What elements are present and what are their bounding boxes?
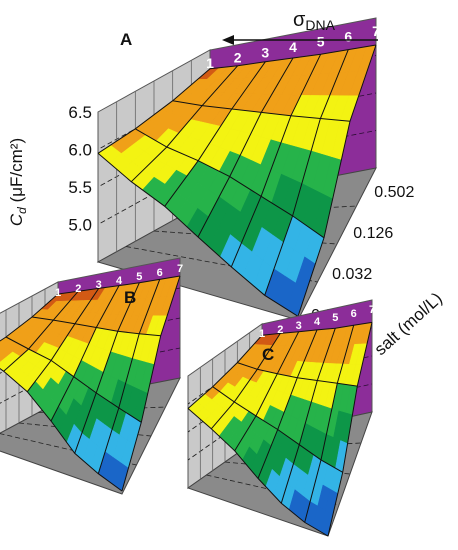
z-tick-label: 5.5 bbox=[68, 178, 92, 197]
svg-text:salt (mol/L): salt (mol/L) bbox=[371, 289, 446, 359]
x-tick-label: 2 bbox=[277, 324, 283, 336]
x-tick-label: 2 bbox=[75, 283, 81, 295]
y-tick-label: 0.126 bbox=[353, 225, 393, 242]
x-tick-label: 1 bbox=[259, 328, 265, 340]
z-tick-label: 6.5 bbox=[68, 103, 92, 122]
x-axis-label: σDNA bbox=[293, 9, 336, 33]
x-tick-label: 6 bbox=[157, 267, 163, 279]
y-axis-label: salt (mol/L) bbox=[371, 289, 446, 359]
x-tick-label: 4 bbox=[314, 316, 321, 328]
y-tick-label: 0.032 bbox=[332, 266, 372, 283]
z-tick-label: 5.0 bbox=[68, 216, 92, 235]
x-tick-label: 5 bbox=[332, 312, 338, 324]
panel-label-b: B bbox=[124, 288, 136, 307]
z-tick-label: 6.0 bbox=[68, 141, 92, 160]
x-tick-label: 1 bbox=[55, 287, 61, 299]
x-tick-label: 4 bbox=[289, 39, 297, 55]
x-tick-label: 5 bbox=[317, 34, 325, 50]
x-tick-label: 5 bbox=[136, 271, 142, 283]
x-tick-label: 7 bbox=[372, 23, 380, 39]
x-tick-label: 2 bbox=[234, 50, 242, 66]
svg-text:Cd (μF/cm²): Cd (μF/cm²) bbox=[7, 138, 29, 226]
x-tick-label: 3 bbox=[296, 320, 302, 332]
x-tick-label: 3 bbox=[96, 279, 102, 291]
x-tick-label: 4 bbox=[116, 275, 123, 287]
x-tick-label: 6 bbox=[351, 308, 357, 320]
x-tick-label: 6 bbox=[344, 28, 352, 44]
y-tick-label: 0.502 bbox=[374, 184, 414, 201]
x-tick-label: 7 bbox=[369, 304, 375, 316]
panel-label-c: C bbox=[262, 345, 274, 364]
x-tick-label: 1 bbox=[206, 55, 214, 71]
x-tick-label: 3 bbox=[261, 44, 269, 60]
panel-b: 1 2 3 4 5 6 7 bbox=[0, 258, 183, 494]
x-tick-label: 7 bbox=[177, 263, 183, 275]
panel-label-a: A bbox=[120, 30, 132, 49]
z-axis-label: Cd (μF/cm²) bbox=[7, 138, 29, 226]
